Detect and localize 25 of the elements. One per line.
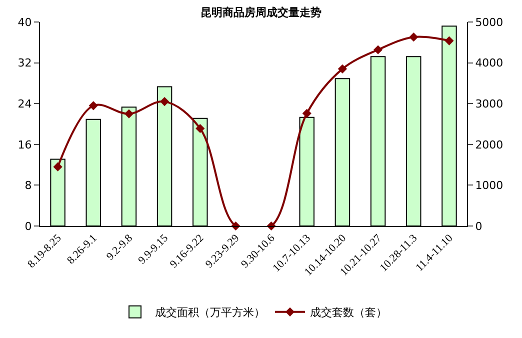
y-tick-label: 8 bbox=[24, 179, 32, 192]
y2-tick-label: 3000 bbox=[475, 97, 504, 110]
y2-tick-label: 1000 bbox=[475, 179, 504, 192]
y-tick-label: 32 bbox=[18, 56, 32, 70]
point bbox=[124, 109, 134, 118]
y2-tick-label: 5000 bbox=[475, 16, 504, 29]
y-tick-label: 16 bbox=[18, 138, 32, 152]
y-tick-label: 24 bbox=[18, 97, 32, 110]
point bbox=[302, 108, 312, 118]
y2-tick-label: 0 bbox=[475, 220, 482, 233]
point bbox=[196, 124, 205, 134]
y2-tick-label: 2000 bbox=[475, 138, 504, 152]
y2-tick-label: 4000 bbox=[475, 56, 504, 70]
point bbox=[160, 97, 170, 106]
point bbox=[373, 45, 383, 54]
y-tick-label: 40 bbox=[18, 16, 32, 29]
point bbox=[338, 64, 348, 74]
point bbox=[88, 101, 98, 110]
point bbox=[409, 32, 418, 42]
point bbox=[444, 36, 454, 46]
chart-title: 昆明商品房周成交量走势 bbox=[200, 6, 322, 20]
legend-label: 成交套数（套） bbox=[310, 306, 387, 320]
y-tick-label: 0 bbox=[24, 220, 32, 233]
legend-label: 成交面积（万平方米） bbox=[155, 306, 265, 320]
point bbox=[53, 162, 62, 172]
